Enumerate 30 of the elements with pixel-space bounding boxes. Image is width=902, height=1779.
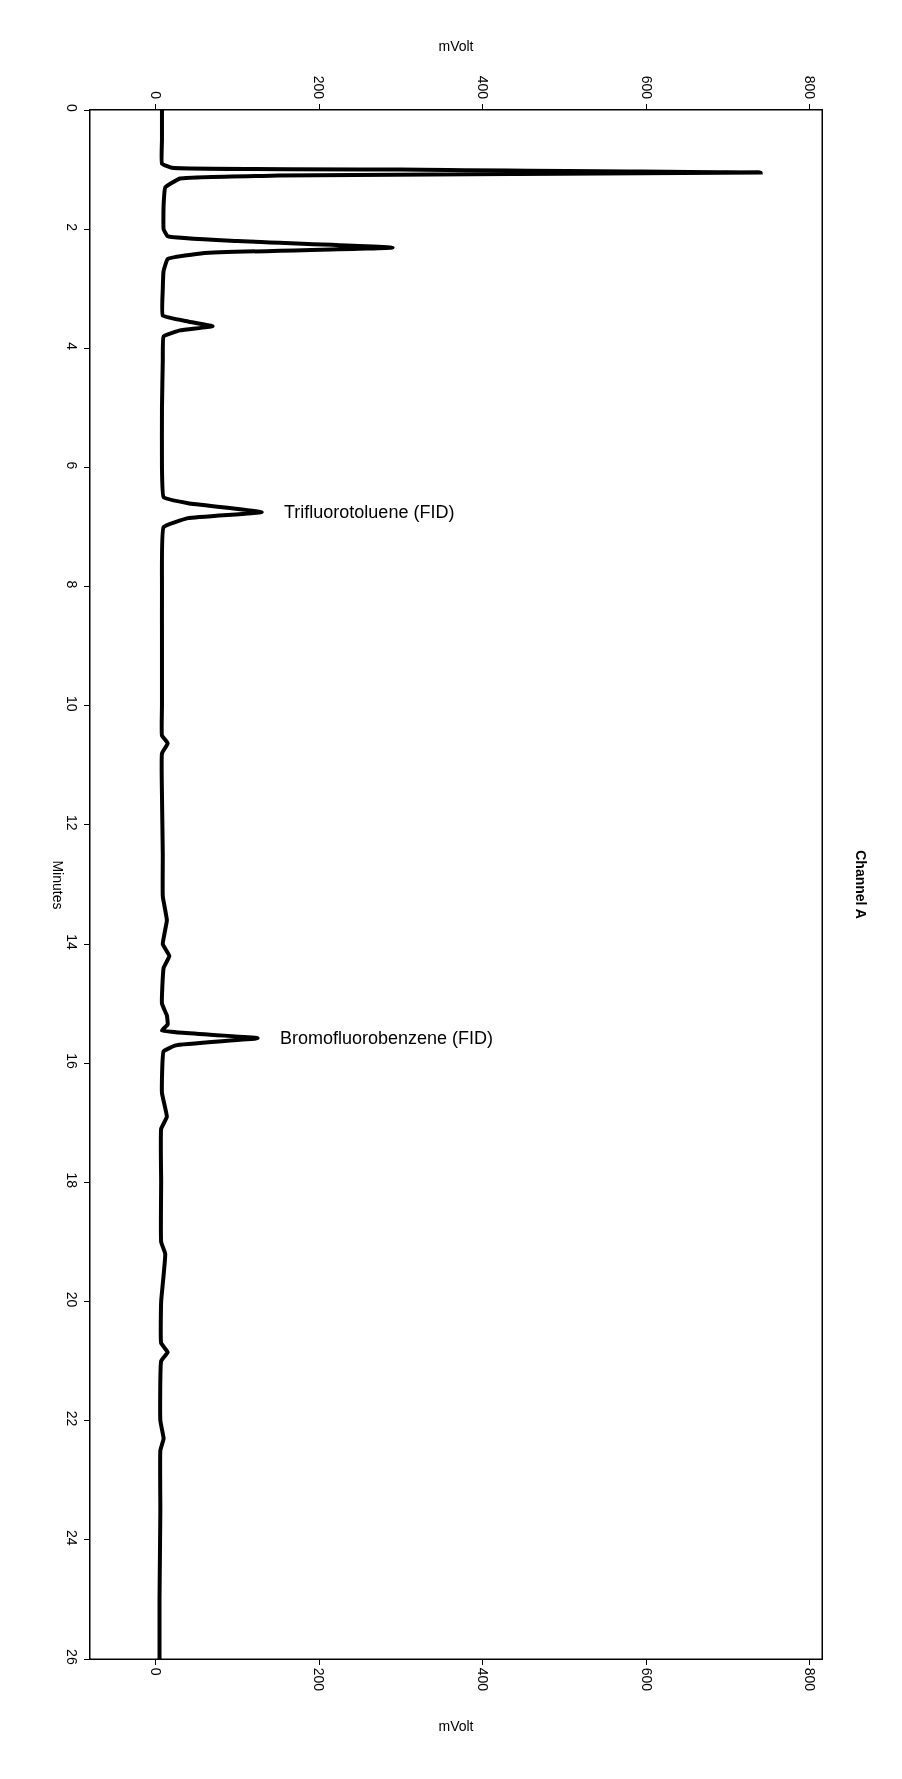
x2-tick-label: 0 xyxy=(147,91,164,100)
x-tick-label: 600 xyxy=(638,1667,655,1692)
y-tick-label: 20 xyxy=(64,1291,81,1308)
y-tick-label: 22 xyxy=(64,1410,81,1427)
y-tick-label: 24 xyxy=(64,1529,81,1546)
x2-tick-label: 200 xyxy=(311,75,328,100)
x-axis-title: mVolt xyxy=(438,1717,474,1734)
x-tick-label: 800 xyxy=(802,1667,819,1692)
x-tick-label: 0 xyxy=(147,1667,164,1676)
y-tick-label: 16 xyxy=(64,1053,81,1070)
annotation: Trifluorotoluene (FID) xyxy=(284,502,455,522)
y-tick-label: 2 xyxy=(64,223,81,232)
y-tick-label: 4 xyxy=(64,342,81,351)
x2-tick-label: 600 xyxy=(638,75,655,100)
x2-tick-label: 400 xyxy=(475,75,492,100)
y-axis-title: Minutes xyxy=(49,860,66,910)
y-tick-label: 10 xyxy=(64,695,81,712)
y-tick-label: 12 xyxy=(64,815,81,831)
annotation: Bromofluorobenzene (FID) xyxy=(280,1028,494,1048)
x-tick-label: 400 xyxy=(475,1667,492,1692)
x2-axis-title: mVolt xyxy=(438,38,474,55)
y-tick-label: 6 xyxy=(64,461,81,470)
x2-tick-label: 800 xyxy=(802,75,819,100)
y-tick-label: 18 xyxy=(64,1172,81,1189)
y-tick-label: 0 xyxy=(64,104,81,112)
y-tick-label: 26 xyxy=(64,1649,81,1665)
x-tick-label: 200 xyxy=(311,1667,328,1692)
y-tick-label: 8 xyxy=(64,580,81,589)
y-tick-label: 14 xyxy=(64,934,81,950)
text: Channel A xyxy=(852,850,869,919)
